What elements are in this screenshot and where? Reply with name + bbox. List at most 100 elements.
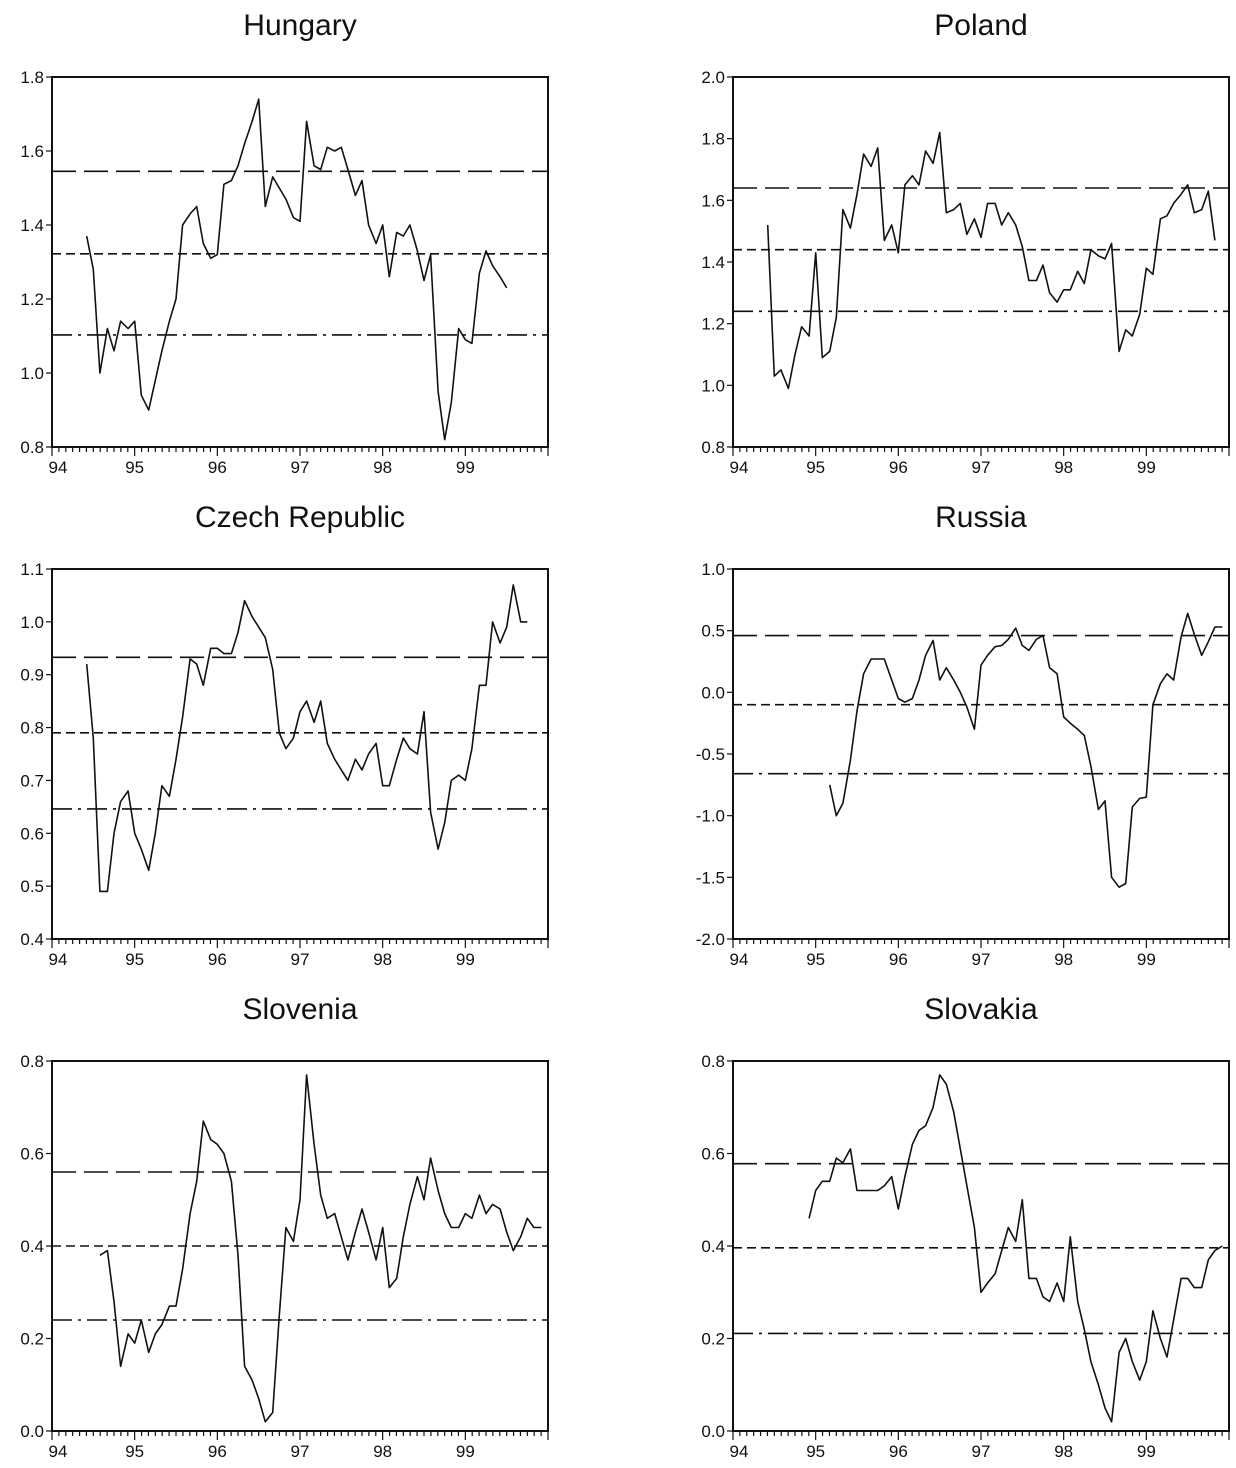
czech-republic-title: Czech Republic (195, 501, 405, 534)
russia-title: Russia (935, 501, 1027, 534)
hungary-series-line (85, 98, 508, 441)
poland-x-tick-label: 99 (1137, 458, 1156, 477)
russia-x-tick-label: 94 (730, 950, 749, 969)
poland-y-tick-label: 1.0 (701, 376, 725, 395)
slovakia-x-tick-label: 95 (806, 1442, 825, 1461)
czech-republic-plot-frame (51, 568, 549, 940)
slovenia-x-tick-label: 96 (208, 1442, 227, 1461)
hungary-panel: Hungary 94 95 96 97 98 99 0.8 1.0 1.2 1.4 1.6 1.8 (20, 9, 549, 477)
russia-plot-frame (732, 568, 1230, 940)
hungary-x-tick-label: 98 (373, 458, 392, 477)
slovenia-y-tick-label: 0.2 (20, 1330, 44, 1349)
slovakia-y-tick-label: 0.0 (701, 1422, 725, 1441)
hungary-plot-frame (51, 76, 549, 448)
slovakia-plot-frame (732, 1060, 1230, 1432)
slovenia-y-tick-label: 0.6 (20, 1145, 44, 1164)
russia-y-tick-label: -1.5 (696, 868, 725, 887)
slovenia-x-tick-label: 95 (125, 1442, 144, 1461)
slovenia-y-tick-label: 0.4 (20, 1237, 44, 1256)
russia-series-line (828, 612, 1223, 889)
czech-republic-y-tick-label: 0.5 (20, 877, 44, 896)
poland-x-tick-label: 98 (1054, 458, 1073, 477)
hungary-title: Hungary (243, 9, 356, 42)
czech-republic-y-tick-label: 0.6 (20, 824, 44, 843)
poland-series-line (766, 131, 1216, 390)
hungary-y-tick-label: 1.2 (20, 290, 44, 309)
hungary-x-minor-ticks (51, 447, 549, 456)
poland-x-tick-label: 96 (889, 458, 908, 477)
russia-x-tick-label: 99 (1137, 950, 1156, 969)
slovakia-y-tick-label: 0.8 (701, 1052, 725, 1071)
slovenia-y-tick-label: 0.0 (20, 1422, 44, 1441)
poland-panel: Poland 94 95 96 97 98 99 0.8 1.0 1.2 1.4 1.6 1.8 2.0 (701, 9, 1230, 477)
poland-y-tick-label: 0.8 (701, 438, 725, 457)
poland-y-tick-label: 1.8 (701, 130, 725, 149)
russia-panel: Russia 94 95 96 97 98 99 -2.0 -1.5 -1.0 -0.5 0.0 0.5… (696, 501, 1230, 969)
russia-x-tick-label: 96 (889, 950, 908, 969)
poland-x-minor-ticks (732, 447, 1230, 456)
slovakia-y-tick-label: 0.4 (701, 1237, 725, 1256)
slovakia-y-tick-label: 0.6 (701, 1145, 725, 1164)
poland-y-tick-label: 2.0 (701, 68, 725, 87)
russia-y-tick-label: 1.0 (701, 560, 725, 579)
czech-republic-x-tick-label: 97 (291, 950, 310, 969)
hungary-y-tick-label: 1.8 (20, 68, 44, 87)
russia-x-tick-label: 95 (806, 950, 825, 969)
slovakia-title: Slovakia (924, 993, 1038, 1026)
czech-republic-x-minor-ticks (51, 939, 549, 948)
slovenia-x-minor-ticks (51, 1431, 549, 1440)
slovakia-x-tick-label: 99 (1137, 1442, 1156, 1461)
russia-y-tick-label: 0.5 (701, 622, 725, 641)
czech-republic-x-tick-label: 95 (125, 950, 144, 969)
hungary-x-tick-label: 99 (456, 458, 475, 477)
slovakia-series-line (808, 1074, 1223, 1423)
czech-republic-y-tick-label: 0.8 (20, 719, 44, 738)
russia-y-tick-label: -1.0 (696, 807, 725, 826)
czech-republic-y-tick-label: 0.7 (20, 771, 44, 790)
slovakia-x-tick-label: 98 (1054, 1442, 1073, 1461)
czech-republic-y-tick-label: 1.1 (20, 560, 44, 579)
slovenia-y-tick-label: 0.8 (20, 1052, 44, 1071)
poland-y-tick-label: 1.6 (701, 191, 725, 210)
poland-y-tick-label: 1.2 (701, 315, 725, 334)
slovenia-title: Slovenia (242, 993, 357, 1026)
czech-republic-y-tick-label: 1.0 (20, 613, 44, 632)
slovenia-x-tick-label: 99 (456, 1442, 475, 1461)
russia-y-tick-label: 0.0 (701, 683, 725, 702)
slovakia-y-tick-label: 0.2 (701, 1330, 725, 1349)
slovakia-panel: Slovakia 94 95 96 97 98 99 0.0 0.2 0.4 0.6 0.8 (701, 993, 1230, 1461)
czech-republic-series-line (85, 584, 528, 893)
russia-x-tick-label: 97 (972, 950, 991, 969)
hungary-y-tick-label: 1.6 (20, 142, 44, 161)
slovakia-x-tick-label: 97 (972, 1442, 991, 1461)
poland-x-tick-label: 94 (730, 458, 749, 477)
russia-x-minor-ticks (732, 939, 1230, 948)
slovenia-x-tick-label: 98 (373, 1442, 392, 1461)
czech-republic-y-tick-label: 0.4 (20, 930, 44, 949)
czech-republic-x-tick-label: 99 (456, 950, 475, 969)
hungary-y-tick-label: 0.8 (20, 438, 44, 457)
slovenia-x-tick-label: 97 (291, 1442, 310, 1461)
hungary-x-tick-label: 97 (291, 458, 310, 477)
slovenia-series-line (99, 1074, 542, 1423)
poland-y-tick-label: 1.4 (701, 253, 725, 272)
poland-x-tick-label: 95 (806, 458, 825, 477)
slovenia-panel: Slovenia 94 95 96 97 98 99 0.0 0.2 0.4 0.6 0.8 (20, 993, 549, 1461)
hungary-x-tick-label: 96 (208, 458, 227, 477)
slovakia-x-tick-label: 94 (730, 1442, 749, 1461)
russia-x-tick-label: 98 (1054, 950, 1073, 969)
slovakia-x-tick-label: 96 (889, 1442, 908, 1461)
hungary-x-tick-label: 94 (49, 458, 68, 477)
czech-republic-x-tick-label: 96 (208, 950, 227, 969)
russia-y-tick-label: -0.5 (696, 745, 725, 764)
poland-title: Poland (934, 9, 1027, 42)
czech-republic-x-tick-label: 94 (49, 950, 68, 969)
slovenia-x-tick-label: 94 (49, 1442, 68, 1461)
slovakia-x-minor-ticks (732, 1431, 1230, 1440)
poland-x-tick-label: 97 (972, 458, 991, 477)
russia-y-tick-label: -2.0 (696, 930, 725, 949)
czech-republic-x-tick-label: 98 (373, 950, 392, 969)
hungary-x-tick-label: 95 (125, 458, 144, 477)
hungary-y-tick-label: 1.0 (20, 364, 44, 383)
